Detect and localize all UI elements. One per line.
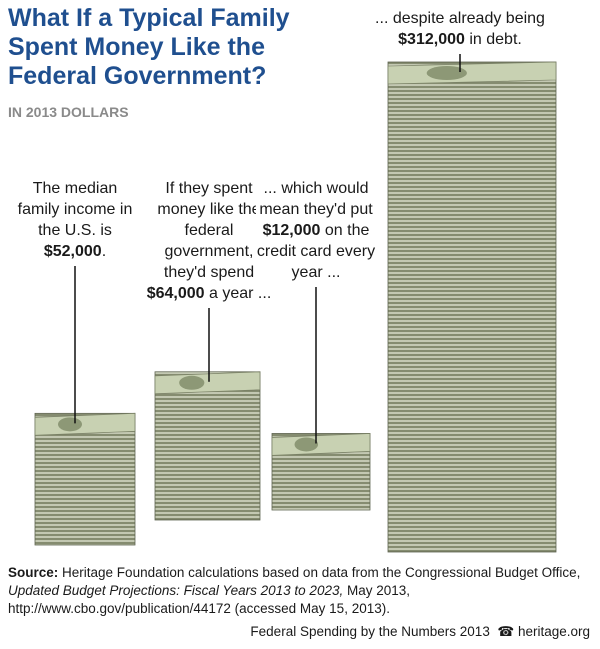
source-label: Source: bbox=[8, 565, 59, 580]
bill-portrait bbox=[426, 66, 467, 80]
bar bbox=[387, 61, 557, 553]
site-name: heritage.org bbox=[517, 624, 590, 639]
logo-icon: ☎ bbox=[497, 624, 515, 639]
source-text: Heritage Foundation calculations based o… bbox=[62, 565, 581, 580]
bill-top bbox=[34, 412, 136, 436]
bill-portrait bbox=[58, 417, 82, 432]
money-stack bbox=[154, 371, 261, 521]
source-note: Source: Heritage Foundation calculations… bbox=[8, 564, 594, 618]
bill-top bbox=[271, 433, 371, 456]
bill-top bbox=[387, 61, 557, 85]
annotation-text: a year ... bbox=[209, 285, 272, 302]
money-stack bbox=[271, 433, 371, 511]
annotation: If they spent money like the federal gov… bbox=[144, 178, 274, 304]
source-text: May 2013, http://www.cbo.gov/publication… bbox=[8, 583, 411, 616]
annotation-text: . bbox=[101, 243, 107, 260]
bill-top bbox=[154, 371, 261, 395]
annotation-text: in debt. bbox=[469, 31, 522, 48]
value-label: $64,000 bbox=[146, 285, 205, 302]
value-label: $12,000 bbox=[262, 222, 321, 239]
value-label: $52,000 bbox=[43, 243, 102, 260]
chart-title: What If a Typical Family Spent Money Lik… bbox=[8, 4, 290, 90]
annotation-text: ... which would mean they'd put bbox=[259, 180, 373, 218]
annotation-text: on the credit card every year ... bbox=[256, 222, 376, 281]
annotation-text: The median family income in the U.S. is bbox=[17, 180, 133, 239]
chart-subtitle: IN 2013 DOLLARS bbox=[8, 104, 129, 120]
annotation: The median family income in the U.S. is … bbox=[15, 178, 135, 262]
bar bbox=[34, 412, 136, 546]
source-title: Updated Budget Projections: Fiscal Years… bbox=[8, 583, 344, 598]
annotation: ... which would mean they'd put $12,000 … bbox=[256, 178, 376, 283]
footer-text: Federal Spending by the Numbers 2013 bbox=[250, 624, 490, 639]
bill-portrait bbox=[294, 437, 319, 452]
money-stack bbox=[387, 61, 557, 553]
bar bbox=[154, 371, 261, 521]
money-stack bbox=[34, 412, 136, 546]
value-label: $312,000 bbox=[398, 31, 465, 48]
annotation-text: If they spent money like the federal gov… bbox=[157, 180, 261, 281]
bill-portrait bbox=[179, 375, 205, 390]
annotation-text: ... despite already being bbox=[375, 10, 545, 27]
annotation: ... despite already being $312,000 in de… bbox=[355, 8, 565, 50]
footer: Federal Spending by the Numbers 2013 ☎ h… bbox=[250, 624, 590, 640]
